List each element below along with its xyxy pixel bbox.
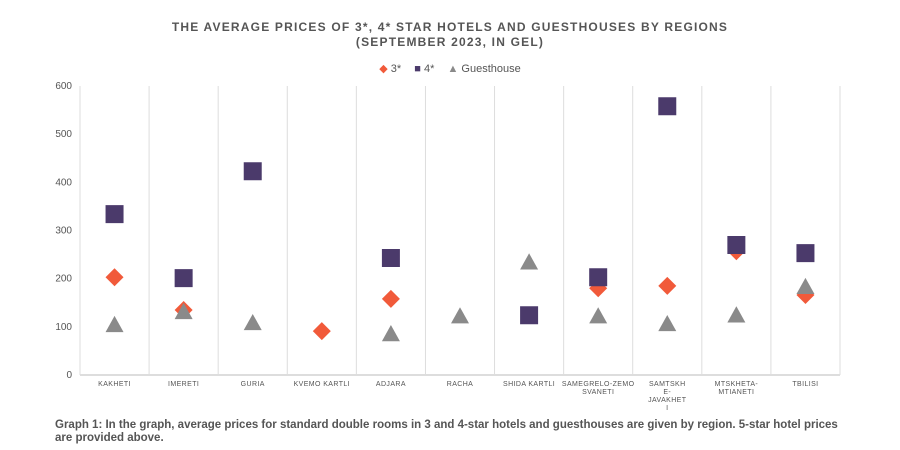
point-square <box>381 248 400 267</box>
square-icon: ■ <box>414 63 421 75</box>
point-triangle <box>174 302 193 320</box>
legend-label: Guesthouse <box>461 63 521 75</box>
legend-guesthouse: ▲ Guesthouse <box>447 63 520 75</box>
y-tick-label: 300 <box>55 226 72 237</box>
x-tick-label: TBILISI <box>792 381 818 388</box>
y-tick-label: 100 <box>55 322 72 333</box>
y-tick-label: 0 <box>66 370 72 381</box>
legend: ◆ 3* ■ 4* ▲ Guesthouse <box>0 62 900 75</box>
point-diamond <box>105 268 124 287</box>
x-tick-label: SHIDA KARTLI <box>503 381 555 388</box>
triangle-icon: ▲ <box>447 63 459 75</box>
point-square <box>589 268 608 287</box>
x-tick-label: KAKHETI <box>98 381 131 388</box>
point-triangle <box>589 307 608 324</box>
point-diamond <box>381 289 400 308</box>
point-triangle <box>727 306 746 323</box>
y-tick-label: 600 <box>55 81 72 92</box>
point-square <box>796 244 815 263</box>
x-tick-label: ADJARA <box>376 381 406 388</box>
y-tick-label: 400 <box>55 177 72 188</box>
point-triangle <box>658 314 677 332</box>
x-tick-label: MTSKHETA-MTIANETI <box>715 381 759 396</box>
point-diamond <box>312 322 331 341</box>
point-triangle <box>105 315 124 333</box>
legend-3star: ◆ 3* <box>379 63 401 75</box>
x-tick-label: SAMEGRELO-ZEMO SVANETI <box>562 381 635 396</box>
point-triangle <box>796 277 815 295</box>
point-triangle <box>451 307 469 324</box>
point-square <box>658 97 677 116</box>
legend-label: 4* <box>423 63 435 75</box>
y-tick-label: 200 <box>55 274 72 285</box>
diamond-icon: ◆ <box>379 63 388 75</box>
point-square <box>243 162 262 181</box>
x-tick-label: SAMTSKH E-JAVAKHET I <box>648 381 687 412</box>
x-tick-label: IMERETI <box>168 381 199 388</box>
point-square <box>520 306 539 325</box>
x-tick-label: KVEMO KARTLI <box>294 381 350 388</box>
point-square <box>105 205 124 224</box>
point-triangle <box>520 253 539 270</box>
legend-4star: ■ 4* <box>414 63 434 75</box>
point-diamond <box>658 276 677 295</box>
y-tick-label: 500 <box>55 129 72 140</box>
x-tick-label: RACHA <box>447 381 474 388</box>
point-triangle <box>243 313 262 331</box>
point-square <box>174 269 193 288</box>
point-triangle <box>381 325 400 342</box>
chart-title: THE AVERAGE PRICES OF 3*, 4* STAR HOTELS… <box>171 20 729 49</box>
point-square <box>727 235 746 254</box>
caption: Graph 1: In the graph, average prices fo… <box>55 419 838 444</box>
legend-label: 3* <box>390 63 402 75</box>
x-tick-label: GURIA <box>241 381 265 388</box>
